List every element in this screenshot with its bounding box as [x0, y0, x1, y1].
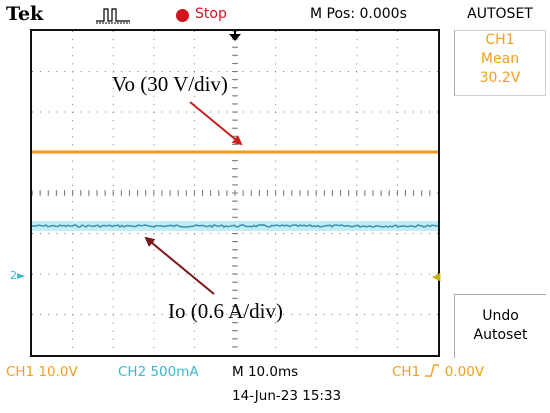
bottom-status-bar: CH1 10.0V CH2 500mA M 10.0ms CH1 0.00V 1…: [0, 360, 550, 413]
waveform-display[interactable]: [30, 29, 440, 357]
vo-annotation: Vo (30 V/div): [112, 72, 228, 96]
stop-dot-icon: [176, 9, 189, 22]
brand-logo: Tek: [6, 3, 44, 25]
ch1-scale[interactable]: CH1 10.0V: [6, 364, 78, 380]
undo-autoset-button[interactable]: Undo Autoset: [454, 294, 546, 358]
rising-edge-icon: [425, 364, 440, 377]
vo-arrow-line: [189, 101, 243, 146]
ch2-io-trace: [32, 224, 438, 229]
undo-label-line1: Undo: [482, 308, 519, 324]
side-menu: AUTOSET CH1 Mean 30.2V Undo Autoset: [450, 0, 550, 365]
ch2-ground-marker-icon: 2►: [10, 269, 26, 282]
undo-label-line2: Autoset: [473, 327, 528, 343]
horizontal-position: M Pos: 0.000s: [310, 6, 407, 22]
trigger-source: CH1: [392, 364, 421, 380]
graticule: [32, 31, 438, 355]
run-state[interactable]: Stop: [195, 6, 227, 22]
trigger-level-marker-icon: ◀: [432, 270, 441, 283]
io-arrow-line: [144, 236, 215, 295]
measurement-type: Mean: [480, 51, 520, 67]
trigger-position-icon: [229, 30, 241, 41]
trigger-level: 0.00V: [444, 364, 485, 380]
measurement-value: 30.2V: [479, 70, 521, 86]
measurement-readout[interactable]: CH1 Mean 30.2V: [454, 30, 546, 96]
trigger-readout[interactable]: CH1 0.00V: [392, 364, 484, 380]
trigger-pulse-icon: [96, 8, 130, 24]
ch2-scale[interactable]: CH2 500mA: [118, 364, 199, 380]
timebase[interactable]: M 10.0ms: [232, 364, 299, 380]
measurement-source: CH1: [485, 32, 515, 48]
top-status-bar: Tek Stop M Pos: 0.000s: [0, 0, 448, 30]
timestamp: 14-Jun-23 15:33: [232, 388, 342, 404]
io-annotation: Io (0.6 A/div): [168, 299, 283, 323]
side-menu-title: AUTOSET: [467, 6, 533, 22]
